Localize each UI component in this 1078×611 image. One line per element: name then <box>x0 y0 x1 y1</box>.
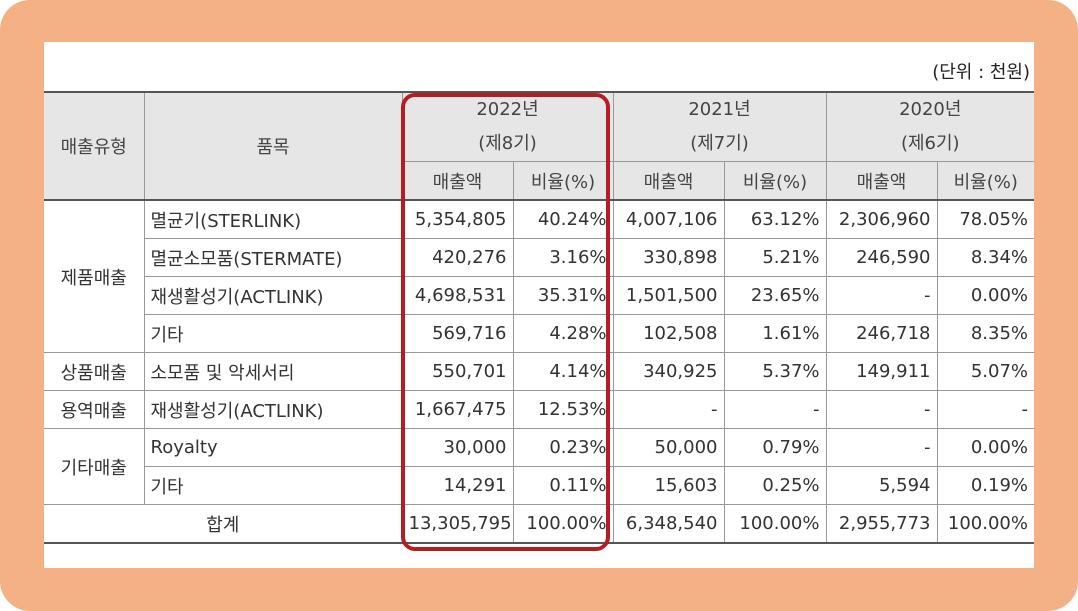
period-label: (제6기) <box>900 133 960 154</box>
value-cell: - <box>936 390 1034 429</box>
value-cell: 50,000 <box>612 428 725 467</box>
value-cell: 78.05% <box>936 199 1034 239</box>
period-label: (제8기) <box>478 133 537 154</box>
value-cell: 550,701 <box>401 352 514 391</box>
value-cell: 12.53% <box>512 390 614 429</box>
table-sheet: (단위 : 천원) 매출유형 품목 2022년 (제8기) <box>44 42 1034 568</box>
value-cell: 246,590 <box>825 238 938 277</box>
value-cell: - <box>612 390 725 429</box>
year-label: 2020년 <box>899 99 962 120</box>
value-cell: 15,603 <box>612 466 725 505</box>
header-sales-2022: 매출액 <box>402 161 514 201</box>
header-ratio-2022: 비율(%) <box>512 161 614 201</box>
value-cell: 246,718 <box>825 314 938 353</box>
header-sales-type: 매출유형 <box>44 91 145 201</box>
sales-type-cell: 용역매출 <box>44 390 145 429</box>
header-ratio-2021: 비율(%) <box>723 161 827 201</box>
value-cell: - <box>825 428 938 467</box>
table-row: 재생활성기(ACTLINK) 4,698,531 35.31% 1,501,50… <box>44 276 1034 315</box>
value-cell: 63.12% <box>723 199 827 239</box>
value-cell: 1,501,500 <box>612 276 725 315</box>
table-row: 기타매출 Royalty 30,000 0.23% 50,000 0.79% -… <box>44 428 1034 505</box>
period-label: (제7기) <box>690 133 749 154</box>
value-cell: - <box>825 276 938 315</box>
value-cell: 5,594 <box>825 466 938 505</box>
header-year-2020: 2020년 (제6기) <box>825 91 1034 162</box>
value-cell: 149,911 <box>825 352 938 391</box>
value-cell: 5.07% <box>936 352 1034 391</box>
header-year-2021: 2021년 (제7기) <box>612 91 827 162</box>
total-row: 합계 13,305,795 100.00% 6,348,540 100.00% … <box>44 504 1034 544</box>
header-row-metrics: 매출액 비율(%) 매출액 비율(%) 매출액 비율(%) <box>44 161 1034 201</box>
value-cell: 4,007,106 <box>612 199 725 239</box>
value-cell: 4.14% <box>512 352 614 391</box>
sales-type-cell: 상품매출 <box>44 352 145 391</box>
total-value-cell: 100.00% <box>512 504 614 544</box>
year-label: 2021년 <box>688 99 751 120</box>
total-value-cell: 2,955,773 <box>825 504 938 544</box>
table-row: 용역매출 재생활성기(ACTLINK) 1,667,475 12.53% - -… <box>44 390 1034 429</box>
value-cell: 0.25% <box>723 466 827 505</box>
item-cell: 멸균소모품(STERMATE) <box>144 238 403 277</box>
value-cell: 0.19% <box>936 466 1034 505</box>
value-cell: 14,291 <box>401 466 514 505</box>
table-row: 제품매출 멸균기(STERLINK) 5,354,805 40.24% 4,00… <box>44 199 1034 353</box>
item-cell: 기타 <box>144 466 403 505</box>
header-sales-2020: 매출액 <box>825 161 938 201</box>
value-cell: 3.16% <box>512 238 614 277</box>
value-cell: 40.24% <box>512 199 614 239</box>
item-cell: 재생활성기(ACTLINK) <box>144 276 403 315</box>
table-row: 기타 14,291 0.11% 15,603 0.25% 5,594 0.19% <box>44 466 1034 505</box>
header-year-2022: 2022년 (제8기) <box>401 91 614 162</box>
value-cell: 30,000 <box>401 428 514 467</box>
value-cell: 5.21% <box>723 238 827 277</box>
sales-type-cell: 기타매출 <box>44 428 145 505</box>
sales-table: 매출유형 품목 2022년 (제8기) 2021년 (제7기) 2020년 (제… <box>44 91 1034 544</box>
value-cell: 8.35% <box>936 314 1034 353</box>
item-cell: 멸균기(STERLINK) <box>143 199 403 239</box>
value-cell: 4.28% <box>512 314 614 353</box>
value-cell: 5.37% <box>723 352 827 391</box>
value-cell: - <box>723 390 827 429</box>
item-cell: 재생활성기(ACTLINK) <box>143 390 403 429</box>
total-value-cell: 13,305,795 <box>401 504 514 544</box>
header-item: 품목 <box>143 91 403 201</box>
value-cell: 340,925 <box>612 352 725 391</box>
total-value-cell: 100.00% <box>936 504 1034 544</box>
item-cell: 기타 <box>144 314 403 353</box>
item-cell: Royalty <box>143 428 403 467</box>
table-row: 멸균소모품(STERMATE) 420,276 3.16% 330,898 5.… <box>44 238 1034 277</box>
header-sales-2021: 매출액 <box>612 161 725 201</box>
value-cell: 0.23% <box>512 428 614 467</box>
value-cell: - <box>825 390 938 429</box>
value-cell: 0.79% <box>723 428 827 467</box>
sales-type-cell: 제품매출 <box>44 199 145 353</box>
value-cell: 569,716 <box>401 314 514 353</box>
item-cell: 소모품 및 악세서리 <box>143 352 403 391</box>
value-cell: 330,898 <box>612 238 725 277</box>
value-cell: 1,667,475 <box>401 390 514 429</box>
table-row: 기타 569,716 4.28% 102,508 1.61% 246,718 8… <box>44 314 1034 353</box>
value-cell: 420,276 <box>401 238 514 277</box>
total-label: 합계 <box>44 504 403 544</box>
value-cell: 1.61% <box>723 314 827 353</box>
value-cell: 4,698,531 <box>401 276 514 315</box>
value-cell: 102,508 <box>612 314 725 353</box>
header-ratio-2020: 비율(%) <box>936 161 1034 201</box>
value-cell: 0.00% <box>936 428 1034 467</box>
value-cell: 2,306,960 <box>825 199 938 239</box>
value-cell: 0.00% <box>936 276 1034 315</box>
value-cell: 8.34% <box>936 238 1034 277</box>
value-cell: 0.11% <box>512 466 614 505</box>
value-cell: 35.31% <box>512 276 614 315</box>
header-row-years: 매출유형 품목 2022년 (제8기) 2021년 (제7기) 2020년 (제… <box>44 91 1034 201</box>
total-value-cell: 100.00% <box>723 504 827 544</box>
unit-label: (단위 : 천원) <box>932 62 1030 83</box>
value-cell: 23.65% <box>723 276 827 315</box>
year-label: 2022년 <box>476 99 539 120</box>
value-cell: 5,354,805 <box>401 199 514 239</box>
total-value-cell: 6,348,540 <box>612 504 725 544</box>
table-row: 상품매출 소모품 및 악세서리 550,701 4.14% 340,925 5.… <box>44 352 1034 391</box>
